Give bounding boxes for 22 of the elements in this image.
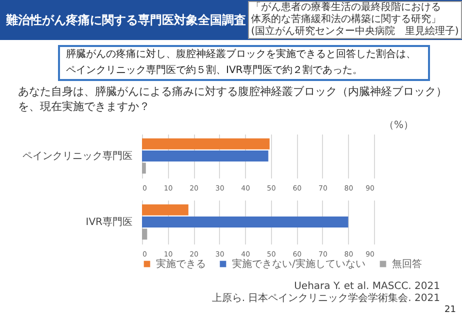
chart-title: 難治性がん疼痛に関する専門医対象全国調査 xyxy=(6,12,246,29)
bar xyxy=(142,204,188,216)
legend-label: 無回答 xyxy=(392,258,422,270)
text: 上原ら. 日本ペインクリニック学会学術集会. 2021 xyxy=(212,293,440,305)
x-axis-title: （%） xyxy=(384,119,414,132)
text: Uehara Y. et al. MASCC. 2021 xyxy=(293,281,440,293)
chart-subtitle: あなた自身は、膵臓がんによる痛みに対する腹腔神経叢ブロック（内臓神経ブロック）を、現在実施できますか？ xyxy=(18,84,448,114)
text: ペインクリニック専門医で約５割、IVR専門医で約２割であった。 xyxy=(66,64,364,78)
text: 「がん患者の療養生活の最終段階における xyxy=(251,2,442,14)
legend-label: 実施できない/実施していない xyxy=(232,258,366,270)
bar xyxy=(142,162,146,174)
legend-label: 実施できる xyxy=(156,258,206,270)
y-tick-label: ペインクリニック専門医 xyxy=(22,150,132,162)
bar xyxy=(142,138,270,150)
bar xyxy=(142,216,348,228)
text: 21 xyxy=(444,305,456,315)
text: 膵臓がんの疼痛に対し、腹腔神経叢ブロックを実施できると回答した割合は、 xyxy=(66,48,417,62)
y-tick-label: IVR専門医 xyxy=(86,216,132,228)
text: (国立がん研究センター中央病院 里見絵理子) xyxy=(251,26,459,38)
bar xyxy=(142,228,148,240)
text: 体系的な苦痛緩和法の構築に関する研究」 xyxy=(251,14,442,26)
bar xyxy=(142,150,268,162)
